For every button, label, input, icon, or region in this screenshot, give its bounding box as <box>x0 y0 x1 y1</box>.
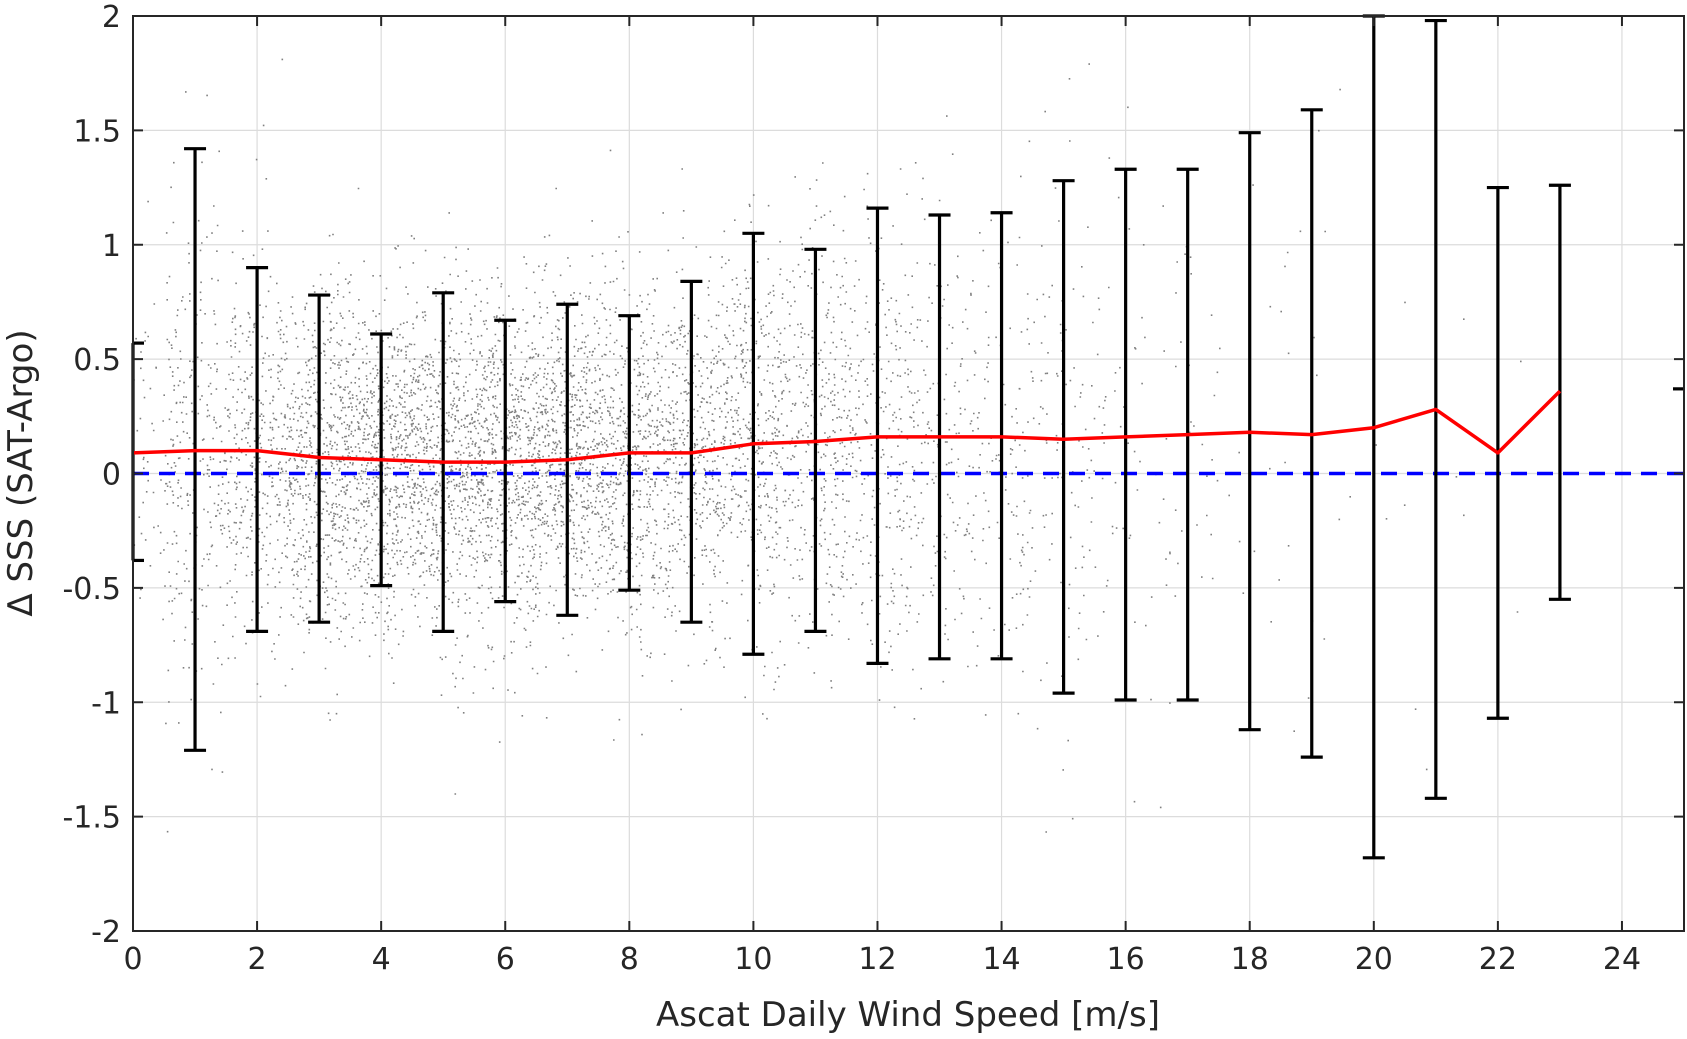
y-tick-label: 2 <box>102 0 121 35</box>
x-axis-ticks: 0 2 4 6 8 10 12 14 16 18 20 22 24 <box>123 16 1641 977</box>
x-tick-label: 2 <box>248 942 267 977</box>
y-tick-label: -1.5 <box>62 801 121 836</box>
x-tick-label: 16 <box>1107 942 1145 977</box>
y-tick-label: 0 <box>102 458 121 493</box>
y-tick-label: 1.5 <box>73 114 121 149</box>
x-tick-label: 0 <box>123 942 142 977</box>
y-tick-label: 0.5 <box>73 343 121 378</box>
y-axis-ticks: -2 -1.5 -1 -0.5 0 0.5 1 1.5 2 <box>62 0 1684 950</box>
x-tick-label: 22 <box>1479 942 1517 977</box>
x-tick-label: 6 <box>496 942 515 977</box>
x-tick-label: 4 <box>372 942 391 977</box>
error-bar <box>1052 179 1075 695</box>
x-tick-label: 8 <box>620 942 639 977</box>
x-axis-label: Ascat Daily Wind Speed [m/s] <box>656 995 1160 1035</box>
mean-line <box>132 389 1562 464</box>
error-bar <box>1114 167 1137 702</box>
y-tick-label: -1 <box>91 686 121 721</box>
x-tick-label: 20 <box>1355 942 1393 977</box>
scatter-points <box>133 58 1522 833</box>
y-tick-label: -0.5 <box>62 572 121 607</box>
mean-line-path <box>132 389 1562 464</box>
x-tick-label: 12 <box>858 942 896 977</box>
x-tick-label: 24 <box>1603 942 1641 977</box>
scatter-dots <box>133 58 1522 833</box>
x-tick-label: 18 <box>1231 942 1269 977</box>
y-tick-label: -2 <box>91 915 121 950</box>
y-tick-label: 1 <box>102 229 121 264</box>
x-tick-label: 10 <box>734 942 772 977</box>
x-tick-label: 14 <box>982 942 1020 977</box>
y-axis-label: Δ SSS (SAT-Argo) <box>1 329 41 616</box>
